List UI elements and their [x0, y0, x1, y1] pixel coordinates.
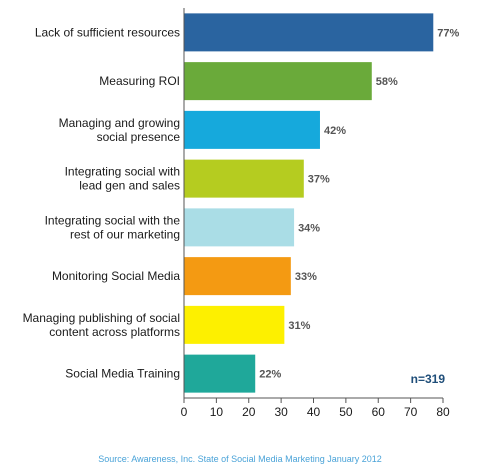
- value-label: 31%: [288, 320, 310, 332]
- x-axis-ticks: 0 10 20 30 40 50 60 70 80: [181, 398, 450, 419]
- category-label: Social Media Training: [65, 367, 180, 381]
- category-label: Measuring ROI: [99, 74, 180, 88]
- category-label: Integrating social with lead gen and sale…: [65, 165, 180, 193]
- bar: [184, 305, 285, 344]
- value-label: 77%: [437, 27, 459, 39]
- x-tick-label: 0: [181, 405, 188, 419]
- value-label: 33%: [295, 271, 317, 283]
- value-label: 34%: [298, 222, 320, 234]
- x-tick-label: 60: [372, 405, 386, 419]
- value-label: 58%: [376, 76, 398, 88]
- x-tick-label: 10: [210, 405, 224, 419]
- bars-group: [184, 13, 434, 393]
- x-tick-label: 50: [339, 405, 353, 419]
- x-tick-label: 40: [307, 405, 321, 419]
- category-label: Managing and growing social presence: [59, 116, 181, 144]
- bar: [184, 208, 295, 247]
- bar: [184, 13, 434, 52]
- value-label: 42%: [324, 125, 346, 137]
- category-label: Lack of sufficient resources: [35, 25, 180, 39]
- category-label: Managing publishing of social content acr…: [23, 311, 180, 339]
- x-tick-label: 20: [242, 405, 256, 419]
- x-tick-label: 30: [274, 405, 288, 419]
- bar: [184, 354, 256, 393]
- value-label: 22%: [259, 369, 281, 381]
- category-label: Monitoring Social Media: [52, 269, 180, 283]
- x-tick-label: 70: [404, 405, 418, 419]
- category-label: Integrating social with the rest of our m…: [45, 213, 181, 241]
- x-tick-label: 80: [436, 405, 450, 419]
- bar: [184, 62, 372, 101]
- value-label: 37%: [308, 174, 330, 186]
- source-note: Source: Awareness, Inc. State of Social …: [98, 454, 382, 464]
- sample-size-annotation: n=319: [411, 372, 446, 386]
- value-labels: 77% 58% 42% 37% 34% 33% 31% 22%: [259, 27, 459, 380]
- bar: [184, 257, 291, 296]
- bar: [184, 110, 320, 149]
- category-labels: Lack of sufficient resources Measuring RO…: [23, 25, 181, 380]
- bar: [184, 159, 304, 198]
